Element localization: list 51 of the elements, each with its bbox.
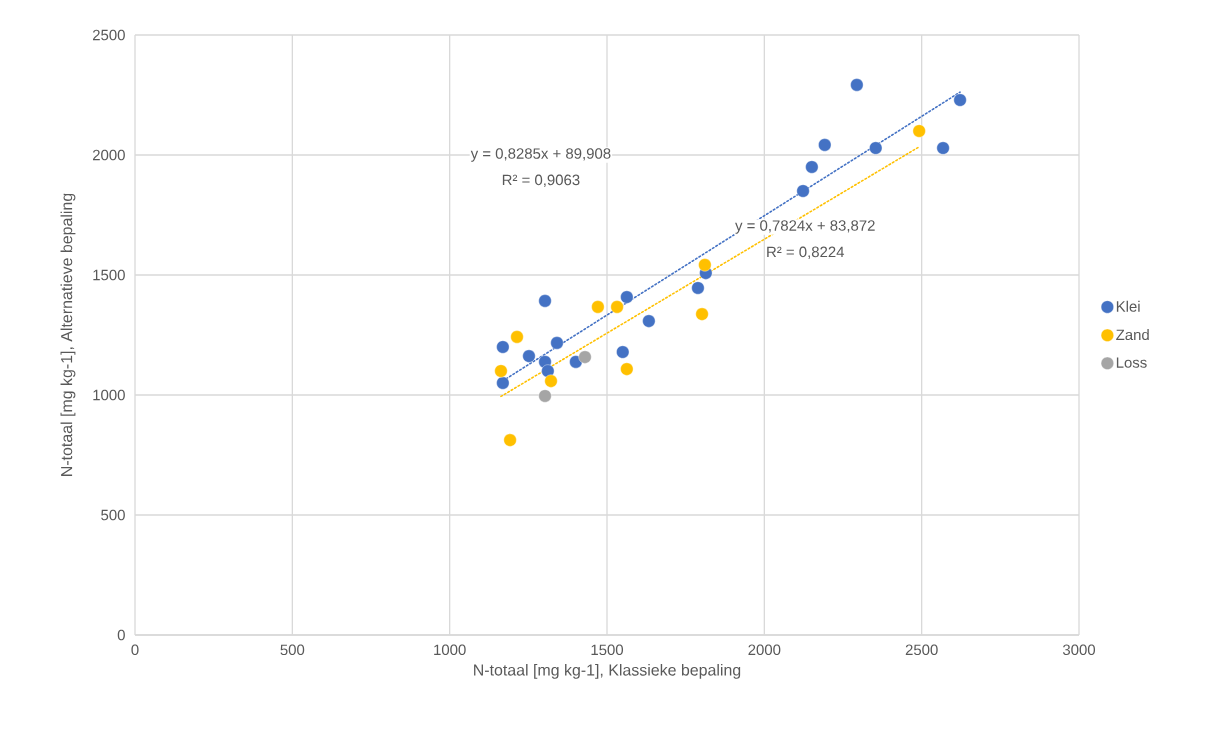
x-tick-label: 2500 [905, 644, 938, 656]
x-axis-title: N-totaal [mg kg-1], Klassieke bepaling [474, 663, 741, 679]
point [620, 362, 634, 376]
x-tick-label: 3000 [1062, 644, 1096, 656]
y-tick-label: 0 [117, 629, 125, 641]
point [550, 336, 564, 350]
point [538, 389, 552, 403]
annotation: y = 0,8285x + 89,908 [470, 148, 611, 162]
x-tick-label: 1000 [434, 644, 466, 656]
point [695, 307, 709, 321]
point [538, 294, 552, 308]
point [591, 300, 605, 314]
x-tick-label: 1500 [591, 644, 624, 656]
point [503, 433, 517, 447]
point [496, 376, 510, 390]
point [578, 350, 592, 364]
y-tick-label: 1500 [93, 269, 125, 281]
point [818, 138, 832, 152]
point [912, 124, 926, 138]
legend-label: Zand [1116, 329, 1149, 341]
annotation: R² = 0,9063 [502, 174, 580, 187]
legend-label: Klei [1116, 300, 1140, 312]
x-tick-label: 0 [131, 644, 139, 656]
point [616, 345, 630, 359]
point [541, 364, 555, 378]
y-tick-label: 1000 [93, 389, 125, 401]
point [869, 141, 883, 155]
point [620, 290, 634, 304]
point [544, 374, 558, 388]
y-tick-label: 2500 [92, 29, 125, 41]
point [936, 141, 950, 155]
point [953, 93, 967, 107]
legend-label: Loss [1116, 357, 1147, 368]
annotation: y = 0,7824x + 83,872 [735, 220, 875, 234]
annotation: R² = 0,8224 [767, 246, 845, 259]
y-tick-label: 500 [101, 509, 125, 521]
y-axis-title: N-totaal [mg kg-1], Alternatieve bepaling [60, 193, 76, 476]
point [522, 349, 536, 363]
point [796, 184, 810, 198]
point [805, 160, 819, 174]
point [698, 258, 712, 272]
point [494, 364, 508, 378]
point [496, 340, 510, 354]
point [510, 330, 524, 344]
point [642, 314, 656, 328]
point [610, 300, 624, 314]
point [850, 78, 864, 92]
x-tick-label: 2000 [748, 644, 781, 656]
x-tick-label: 500 [280, 644, 305, 656]
y-tick-label: 2000 [92, 149, 125, 161]
point [691, 281, 705, 295]
